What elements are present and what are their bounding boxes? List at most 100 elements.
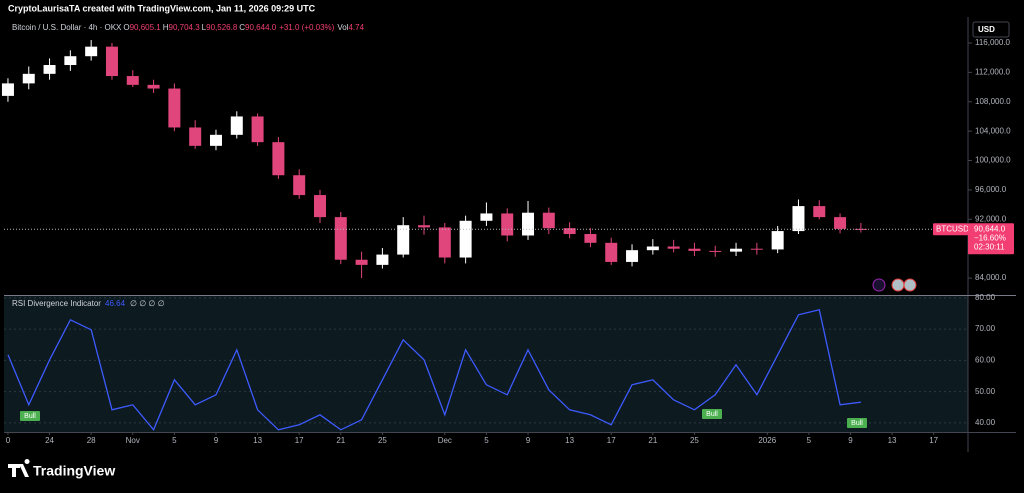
legend-text: +31.0 (+0.03%) bbox=[279, 23, 334, 32]
x-tick-label: Dec bbox=[438, 436, 452, 445]
rsi-value: 46.64 bbox=[105, 299, 126, 308]
candle-body bbox=[459, 220, 472, 258]
candle-body bbox=[64, 56, 77, 66]
legend-text: 90,644.0 bbox=[245, 23, 277, 32]
candle-body bbox=[792, 206, 805, 232]
bull-label: Bull bbox=[851, 420, 863, 427]
flag-icon[interactable] bbox=[903, 278, 917, 292]
candle-body bbox=[189, 127, 202, 146]
candle-body bbox=[355, 259, 368, 265]
y-tick-label: 60.00 bbox=[975, 356, 996, 365]
x-tick-label: 5 bbox=[807, 436, 812, 445]
symbol-legend: Bitcoin / U.S. Dollar · 4h · OKX O 90,605.… bbox=[12, 23, 365, 32]
candle-body bbox=[750, 248, 763, 250]
x-tick-label: 0 bbox=[6, 436, 11, 445]
brand-logo bbox=[8, 459, 30, 477]
x-tick-label: 13 bbox=[888, 436, 897, 445]
y-tick-label: 92,000.0 bbox=[975, 214, 1007, 223]
x-tick-label: 21 bbox=[648, 436, 657, 445]
bull-badge bbox=[702, 409, 722, 419]
rsi-title: RSI Divergence Indicator bbox=[12, 299, 101, 308]
candle-body bbox=[834, 217, 847, 229]
y-tick-label: 96,000.0 bbox=[975, 185, 1007, 194]
symbol-label: BTCUSD bbox=[936, 224, 969, 233]
bull-badge bbox=[847, 418, 867, 428]
candle-body bbox=[293, 175, 306, 196]
credit: CryptoLaurisaTA created with TradingView… bbox=[8, 3, 316, 13]
legend-text: H bbox=[163, 23, 169, 32]
candle-body bbox=[147, 84, 160, 89]
candle-body bbox=[251, 116, 264, 143]
candle-body bbox=[646, 246, 659, 251]
flag-icon[interactable] bbox=[891, 278, 905, 292]
symbol-badge bbox=[933, 223, 968, 236]
candle-body bbox=[43, 65, 56, 74]
legend-text: Bitcoin / U.S. Dollar · 4h · OKX bbox=[12, 23, 122, 32]
candle-body bbox=[854, 228, 867, 230]
candle-body bbox=[438, 227, 451, 258]
rsi-placeholders: ∅ ∅ ∅ ∅ bbox=[130, 299, 165, 308]
x-tick-label: 5 bbox=[172, 436, 177, 445]
candle-body bbox=[709, 250, 722, 252]
x-tick-label: 17 bbox=[607, 436, 616, 445]
currency[interactable]: USD bbox=[978, 25, 995, 34]
candle-body bbox=[230, 116, 243, 135]
candle-body bbox=[85, 46, 98, 57]
candle-body bbox=[667, 246, 680, 249]
rsi-pane-bg bbox=[4, 296, 968, 432]
event-icon[interactable] bbox=[872, 278, 886, 292]
countdown-label: 02:30:11 bbox=[974, 242, 1005, 251]
legend-text: 90,605.1 bbox=[130, 23, 162, 32]
candle-body bbox=[126, 76, 139, 85]
legend-text: 90,704.3 bbox=[169, 23, 201, 32]
candle-body bbox=[397, 225, 410, 255]
x-tick-label: 25 bbox=[690, 436, 699, 445]
candle-body bbox=[813, 206, 826, 218]
x-tick-label: 25 bbox=[378, 436, 387, 445]
candle-body bbox=[22, 73, 35, 84]
y-tick-label: 100,000.0 bbox=[975, 156, 1011, 165]
candle-body bbox=[730, 248, 743, 252]
candle-body bbox=[688, 248, 701, 251]
x-tick-label: 24 bbox=[45, 436, 54, 445]
candle-body bbox=[376, 254, 389, 265]
candle-body bbox=[563, 228, 576, 235]
candle-body bbox=[105, 46, 118, 77]
candle-body bbox=[605, 242, 618, 262]
candle-body bbox=[522, 212, 535, 236]
legend-text: 90,526.8 bbox=[206, 23, 238, 32]
candle-body bbox=[334, 217, 347, 260]
change-label: −16.60% bbox=[974, 233, 1006, 242]
y-tick-label: 40.00 bbox=[975, 418, 996, 427]
price-badge bbox=[968, 223, 1014, 255]
y-tick-label: 80.00 bbox=[975, 293, 996, 302]
y-tick-label: 116,000.0 bbox=[975, 38, 1011, 47]
legend-text: L bbox=[202, 23, 207, 32]
currency-button[interactable] bbox=[972, 21, 1010, 38]
x-tick-label: Nov bbox=[126, 436, 140, 445]
candle-body bbox=[626, 250, 639, 262]
y-tick-label: 108,000.0 bbox=[975, 97, 1011, 106]
candle-body bbox=[272, 142, 285, 176]
candle-body bbox=[542, 212, 555, 229]
last-price-label: 90,644.0 bbox=[974, 224, 1006, 233]
x-tick-label: 17 bbox=[929, 436, 938, 445]
y-tick-label: 70.00 bbox=[975, 324, 996, 333]
rsi-line bbox=[7, 309, 861, 432]
x-tick-label: 9 bbox=[848, 436, 853, 445]
candle-body bbox=[168, 88, 181, 128]
x-tick-label: 9 bbox=[526, 436, 531, 445]
x-tick-label: 13 bbox=[253, 436, 262, 445]
x-tick-label: 13 bbox=[565, 436, 574, 445]
y-tick-label: 104,000.0 bbox=[975, 126, 1011, 135]
brand: TradingView bbox=[33, 463, 115, 479]
candle-body bbox=[501, 213, 514, 236]
legend-text: C bbox=[239, 23, 245, 32]
legend-text: 4.74 bbox=[348, 23, 364, 32]
candle-body bbox=[480, 213, 493, 221]
y-tick-label: 112,000.0 bbox=[975, 67, 1011, 76]
candle-body bbox=[313, 195, 326, 218]
bull-badge bbox=[20, 411, 40, 421]
x-tick-label: 2026 bbox=[758, 436, 776, 445]
